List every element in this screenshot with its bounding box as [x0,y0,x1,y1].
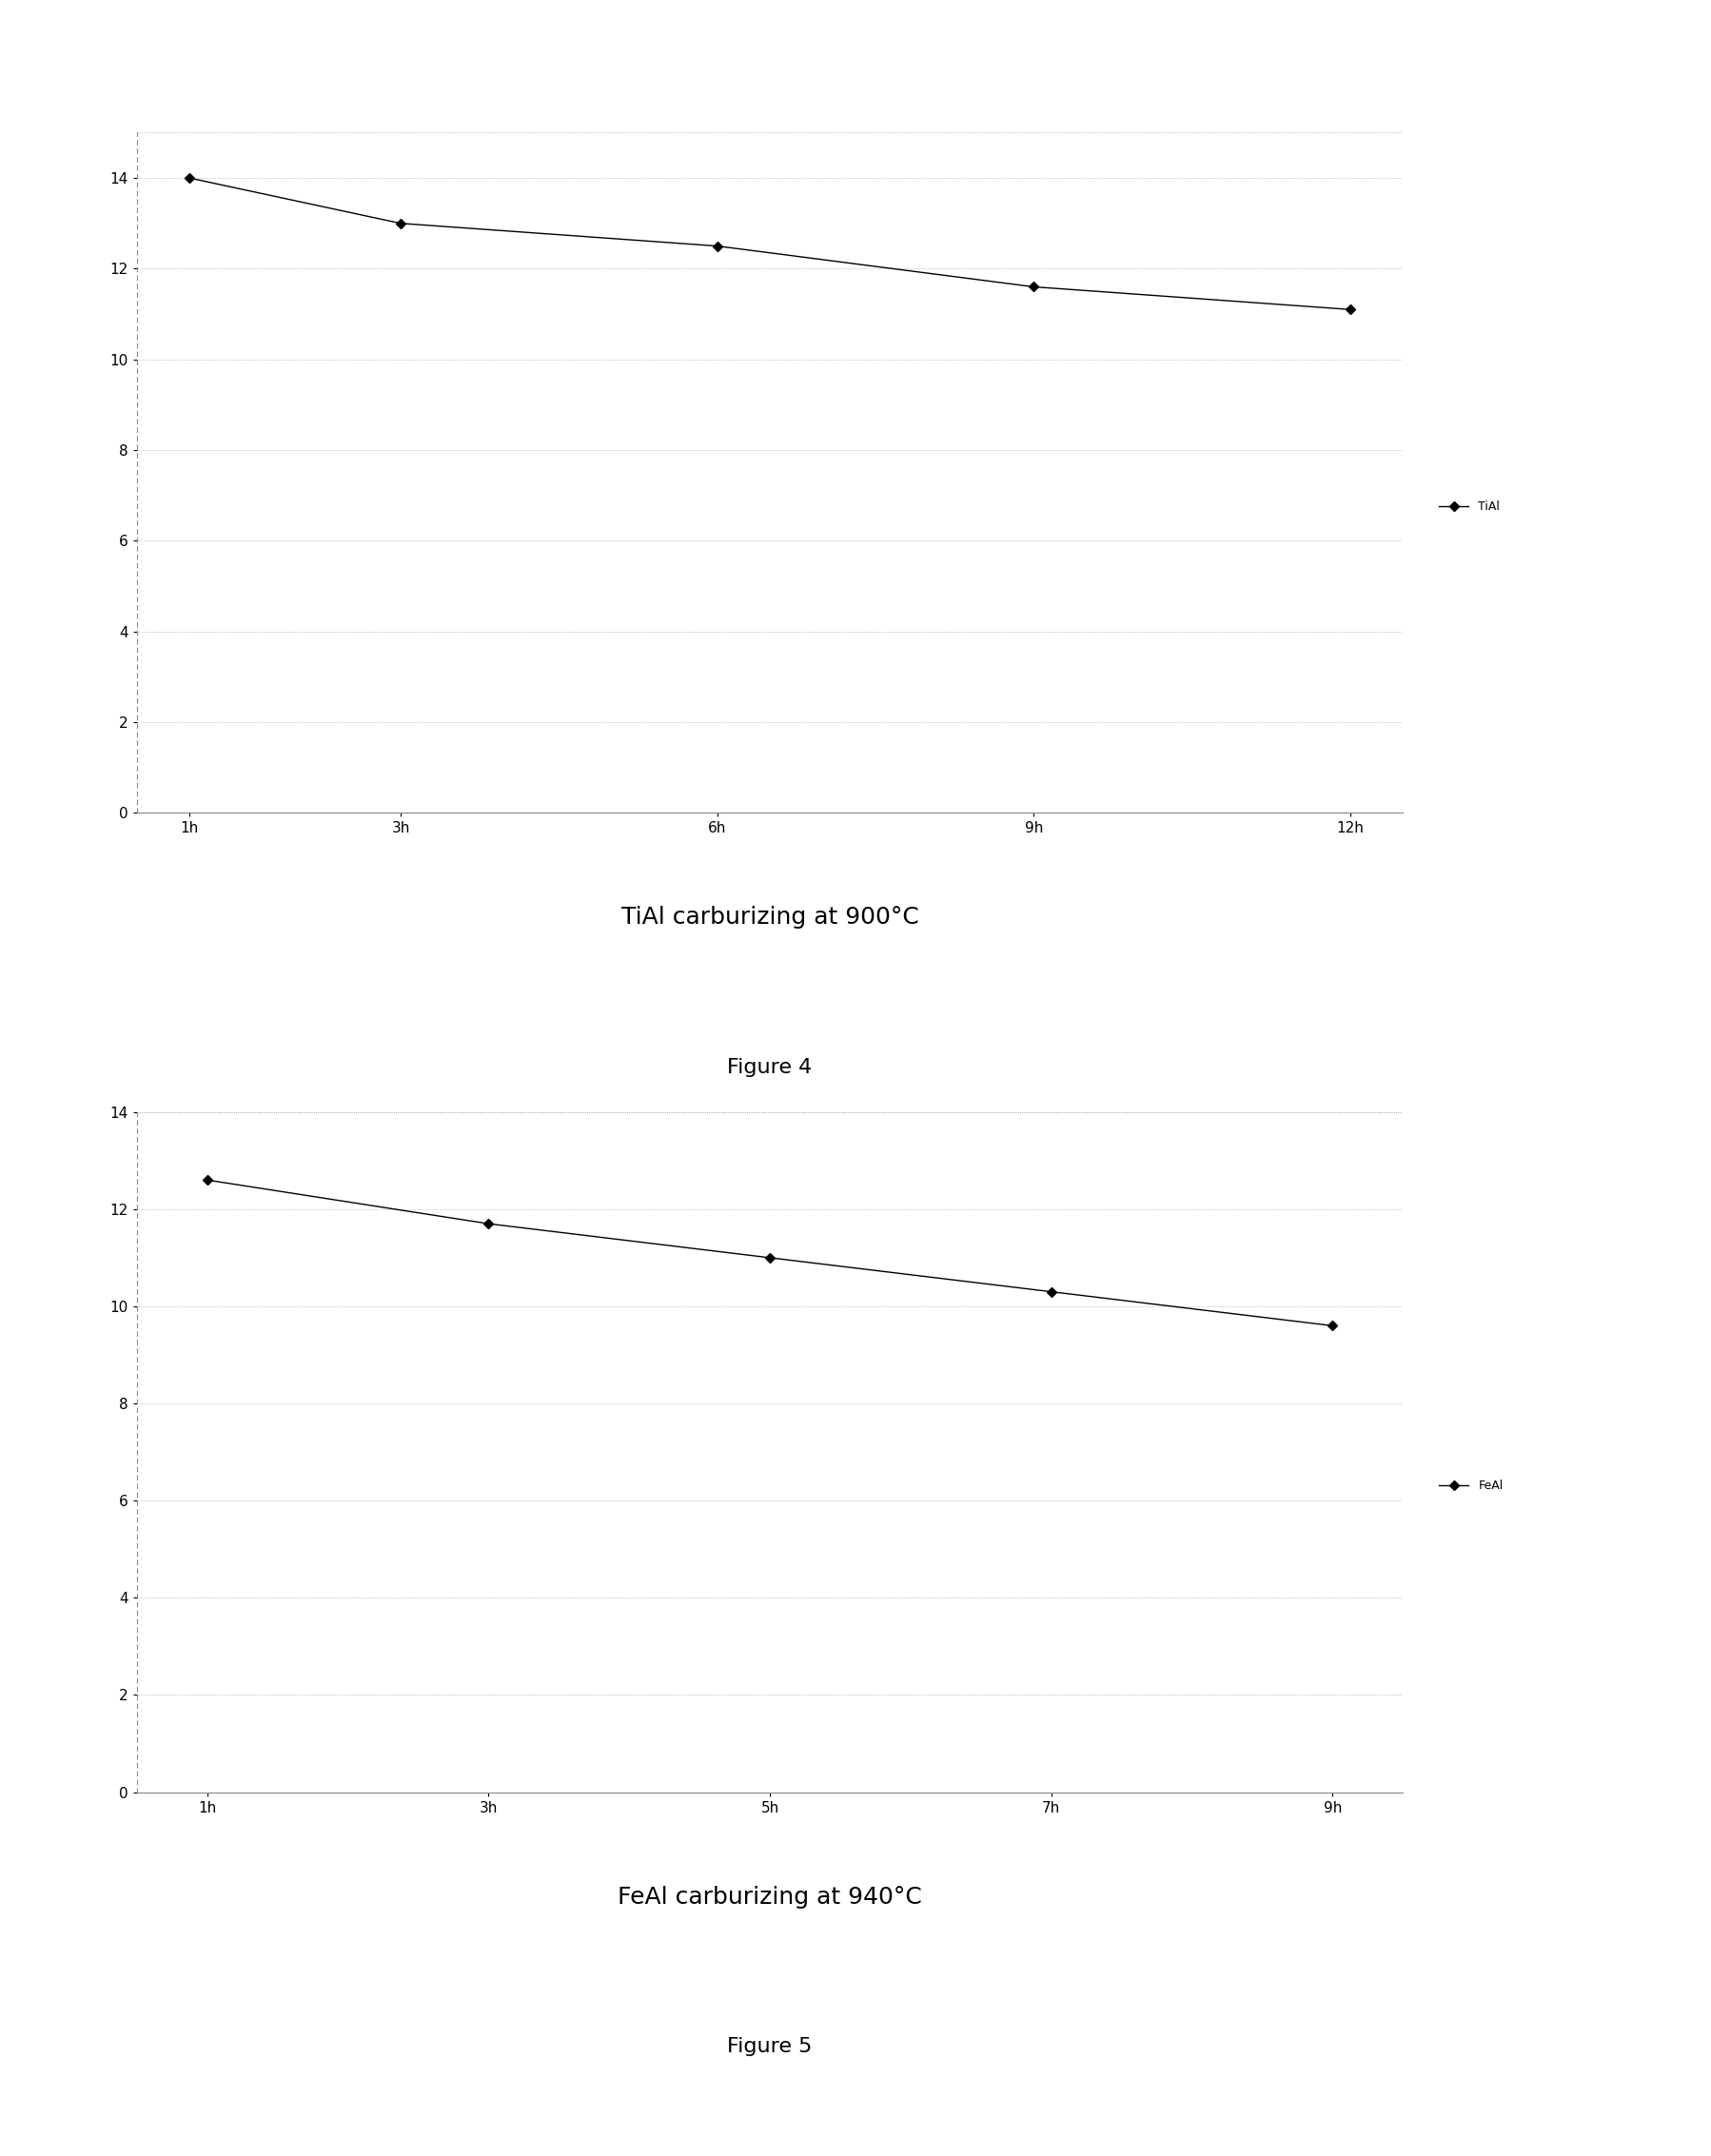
TiAl [180,166,200,192]
Text: Figure 4: Figure 4 [727,1059,813,1076]
Legend: FeAl: FeAl [1434,1475,1507,1496]
Legend: TiAl: TiAl [1434,496,1506,517]
FeAl [760,1244,780,1270]
Line: TiAl: TiAl [186,175,1353,313]
Line: FeAl: FeAl [204,1177,1336,1328]
TiAl [1340,298,1360,323]
FeAl [1040,1279,1061,1304]
FeAl [197,1166,217,1192]
Text: Figure 5: Figure 5 [727,2037,813,2057]
TiAl [707,233,727,259]
Text: FeAl carburizing at 940°C: FeAl carburizing at 940°C [618,1884,922,1908]
FeAl [479,1212,500,1238]
Text: TiAl carburizing at 900°C: TiAl carburizing at 900°C [621,906,919,929]
TiAl [390,211,411,237]
TiAl [1023,274,1044,300]
FeAl [1323,1313,1343,1339]
